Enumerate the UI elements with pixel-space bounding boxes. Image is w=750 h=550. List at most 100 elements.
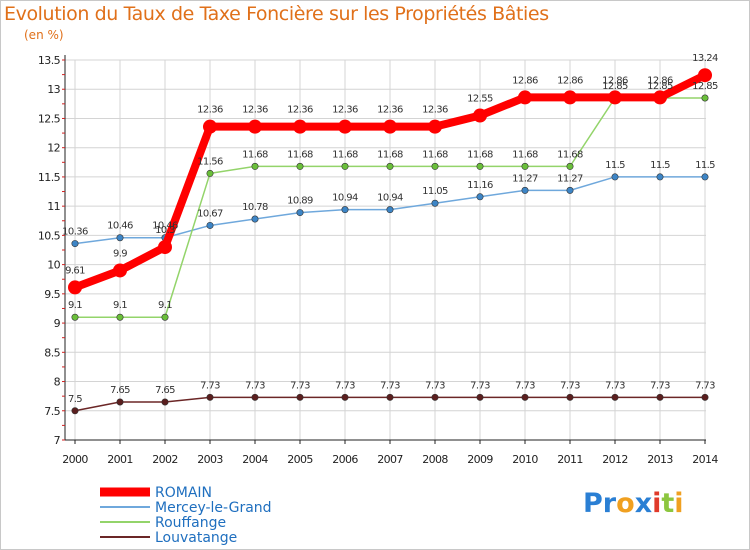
data-point-rouffange xyxy=(206,169,214,177)
data-label: 7.73 xyxy=(560,380,580,391)
legend-label: Louvatange xyxy=(155,530,237,546)
x-tick-label: 2013 xyxy=(647,453,673,466)
logo-letter: i xyxy=(674,488,684,519)
data-label: 7.65 xyxy=(110,385,130,396)
data-label: 10.67 xyxy=(197,208,223,219)
data-point-romain xyxy=(473,108,487,123)
data-label: 7.65 xyxy=(155,385,175,396)
axes: 7 7.5 8 8.5 9 9.5 10 10.5 11 11.5 12 12.5 13 13.5 2000… xyxy=(38,54,719,466)
data-label: 11.27 xyxy=(557,173,583,184)
data-point-rouffange xyxy=(521,162,529,170)
data-label: 9.1 xyxy=(113,300,127,311)
data-label: 9.1 xyxy=(68,300,82,311)
x-tick-label: 2002 xyxy=(152,453,178,466)
data-label: 11.68 xyxy=(287,149,313,160)
data-point-romain xyxy=(428,119,442,134)
x-tick-label: 2010 xyxy=(512,453,538,466)
y-tick-label: 13 xyxy=(47,83,60,96)
y-tick-label: 11 xyxy=(47,200,60,213)
logo-letter: r xyxy=(602,488,617,519)
data-point-romain xyxy=(383,119,397,134)
data-point-mercey-le-grand xyxy=(206,221,214,229)
x-tick-label: 2008 xyxy=(422,453,448,466)
data-label: 10.36 xyxy=(62,227,88,238)
data-label: 12.85 xyxy=(602,81,628,92)
data-label: 7.73 xyxy=(290,380,310,391)
y-tick-label: 13.5 xyxy=(38,54,61,67)
data-point-rouffange xyxy=(701,94,709,102)
data-point-mercey-le-grand xyxy=(476,193,484,201)
data-point-rouffange xyxy=(161,313,169,321)
data-point-louvatange xyxy=(431,393,439,401)
data-label: 7.73 xyxy=(650,380,670,391)
y-tick-label: 9.5 xyxy=(44,288,60,301)
x-tick-label: 2012 xyxy=(602,453,628,466)
data-label: 11.68 xyxy=(242,149,268,160)
x-tick-label: 2007 xyxy=(377,453,403,466)
data-point-mercey-le-grand xyxy=(341,206,349,214)
logo-letter: P xyxy=(583,488,603,519)
data-point-louvatange xyxy=(476,393,484,401)
data-point-mercey-le-grand xyxy=(701,173,709,181)
data-point-romain xyxy=(653,90,667,105)
data-point-mercey-le-grand xyxy=(71,240,79,248)
data-label: 11.27 xyxy=(512,173,538,184)
data-point-louvatange xyxy=(116,398,124,406)
data-label: 12.86 xyxy=(647,75,673,86)
series-layer xyxy=(68,68,712,415)
data-label: 10.78 xyxy=(242,202,268,213)
data-point-rouffange xyxy=(431,162,439,170)
x-tick-label: 2014 xyxy=(692,453,718,466)
x-tick-label: 2003 xyxy=(197,453,223,466)
data-label: 12.55 xyxy=(467,94,493,105)
data-label: 11.68 xyxy=(467,149,493,160)
data-point-romain xyxy=(338,119,352,134)
data-label: 10.94 xyxy=(332,193,358,204)
data-point-mercey-le-grand xyxy=(296,209,304,217)
data-point-romain xyxy=(248,119,262,134)
data-label: 9.1 xyxy=(158,300,172,311)
data-point-louvatange xyxy=(701,393,709,401)
data-point-louvatange xyxy=(521,393,529,401)
data-label: 7.73 xyxy=(605,380,625,391)
data-point-louvatange xyxy=(566,393,574,401)
x-tick-label: 2009 xyxy=(467,453,493,466)
data-label: 7.73 xyxy=(335,380,355,391)
y-tick-label: 9 xyxy=(54,317,61,330)
data-point-rouffange xyxy=(341,162,349,170)
x-tick-label: 2004 xyxy=(242,453,268,466)
x-tick-label: 2000 xyxy=(62,453,88,466)
data-point-louvatange xyxy=(296,393,304,401)
data-label: 11.5 xyxy=(695,160,715,171)
data-point-romain xyxy=(68,280,82,295)
data-label: 13.24 xyxy=(692,53,718,64)
data-labels: 9.61 9.9 10.3 12.36 12.36 12.36 12.36 12.36 12.3… xyxy=(62,53,718,405)
data-point-mercey-le-grand xyxy=(431,199,439,207)
data-label: 9.61 xyxy=(65,265,85,276)
data-label: 9.9 xyxy=(113,248,127,259)
data-label: 7.73 xyxy=(245,380,265,391)
data-label: 12.36 xyxy=(332,105,358,116)
x-tick-label: 2011 xyxy=(557,453,583,466)
data-point-romain xyxy=(698,68,712,83)
y-tick-label: 8.5 xyxy=(44,346,60,359)
legend-label: Rouffange xyxy=(155,515,226,531)
y-tick-label: 10.5 xyxy=(38,229,61,242)
data-label: 12.85 xyxy=(692,81,718,92)
data-label: 7.73 xyxy=(470,380,490,391)
y-axis-unit: (en %) xyxy=(24,28,64,42)
logo-letter: i xyxy=(652,488,662,519)
data-point-romain xyxy=(158,240,172,255)
data-point-rouffange xyxy=(476,162,484,170)
data-label: 11.68 xyxy=(377,149,403,160)
data-label: 12.86 xyxy=(512,75,538,86)
y-tick-label: 12.5 xyxy=(38,112,61,125)
data-point-louvatange xyxy=(161,398,169,406)
data-point-romain xyxy=(203,119,217,134)
legend-label: Mercey-le-Grand xyxy=(155,500,272,516)
data-label: 11.56 xyxy=(197,156,223,167)
x-tick-label: 2001 xyxy=(107,453,133,466)
data-point-mercey-le-grand xyxy=(656,173,664,181)
data-label: 11.5 xyxy=(650,160,670,171)
